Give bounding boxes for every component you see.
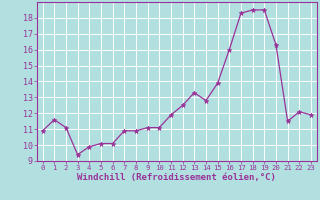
X-axis label: Windchill (Refroidissement éolien,°C): Windchill (Refroidissement éolien,°C) [77, 173, 276, 182]
